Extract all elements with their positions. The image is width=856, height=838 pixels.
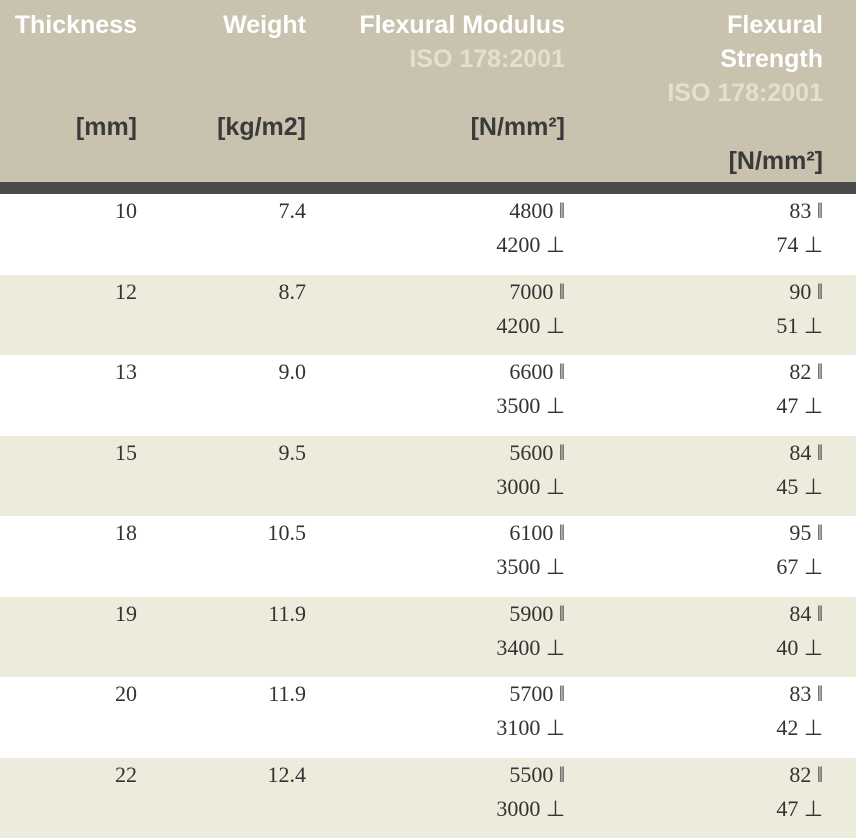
weight-cell: 7.4: [278, 198, 307, 223]
weight-cell: 10.5: [267, 520, 307, 545]
strength-cell: 84 ‖: [789, 439, 823, 465]
thickness-cell: 18: [115, 520, 137, 545]
table-row: 12 8.7 7000 ‖ 4200 ⊥ 90 ‖ 51 ⊥: [0, 274, 856, 356]
strength-cell: 67 ⊥: [776, 554, 823, 579]
modulus-cell: 4800 ‖: [509, 198, 565, 223]
column-unit: [N/mm²]: [470, 113, 565, 141]
thickness-cell: 15: [115, 439, 137, 465]
strength-cell: 82 ‖: [789, 761, 823, 787]
column-title: Weight: [223, 11, 306, 39]
thickness-cell: 13: [115, 359, 137, 384]
modulus-cell: 6600 ‖: [509, 359, 565, 384]
strength-cell: 74 ⊥: [776, 232, 823, 257]
column-unit: [N/mm²]: [728, 147, 823, 175]
table-row: 20 11.9 5700 ‖ 3100 ⊥ 83 ‖ 42 ⊥: [0, 677, 856, 758]
strength-cell: 42 ⊥: [776, 715, 823, 740]
strength-cell: 47 ⊥: [776, 393, 823, 418]
modulus-cell: 5700 ‖: [509, 681, 565, 706]
column-unit: [kg/m2]: [217, 113, 306, 141]
weight-cell: 11.9: [268, 600, 306, 626]
weight-cell: 8.7: [278, 278, 307, 304]
modulus-cell: 3400 ⊥: [496, 634, 565, 660]
table-row: 13 9.0 6600 ‖ 3500 ⊥ 82 ‖ 47 ⊥: [0, 355, 856, 436]
table-row: 22 12.4 5500 ‖ 3000 ⊥ 82 ‖ 47 ⊥: [0, 757, 856, 838]
modulus-cell: 3500 ⊥: [496, 554, 565, 579]
header-divider: [0, 182, 856, 194]
weight-cell: 9.0: [278, 359, 307, 384]
modulus-cell: 7000 ‖: [509, 278, 565, 304]
column-standard: ISO 178:2001: [409, 45, 565, 73]
strength-cell: 83 ‖: [789, 681, 823, 706]
weight-cell: 12.4: [267, 761, 307, 787]
modulus-cell: 4200 ⊥: [496, 232, 565, 257]
strength-cell: 82 ‖: [789, 359, 823, 384]
strength-cell: 51 ⊥: [776, 312, 823, 338]
weight-cell: 9.5: [278, 439, 307, 465]
column-title: Flexural Modulus: [359, 11, 565, 39]
strength-cell: 45 ⊥: [776, 473, 823, 499]
strength-cell: 47 ⊥: [776, 795, 823, 821]
modulus-cell: 5900 ‖: [509, 600, 565, 626]
strength-cell: 84 ‖: [789, 600, 823, 626]
column-unit: [mm]: [75, 113, 137, 141]
thickness-cell: 22: [115, 761, 137, 787]
column-title: Thickness: [14, 11, 137, 39]
column-title: Flexural Strength: [720, 11, 823, 73]
modulus-cell: 4200 ⊥: [496, 312, 565, 338]
table-row: 15 9.5 5600 ‖ 3000 ⊥ 84 ‖ 45 ⊥: [0, 435, 856, 517]
table-row: 10 7.4 4800 ‖ 4200 ⊥ 83 ‖ 74 ⊥: [0, 194, 856, 275]
table-row: 19 11.9 5900 ‖ 3400 ⊥ 84 ‖ 40 ⊥: [0, 596, 856, 678]
modulus-cell: 3500 ⊥: [496, 393, 565, 418]
thickness-cell: 19: [115, 600, 137, 626]
table-row: 18 10.5 6100 ‖ 3500 ⊥ 95 ‖ 67 ⊥: [0, 516, 856, 597]
modulus-cell: 5500 ‖: [509, 761, 565, 787]
header-background: [0, 0, 856, 182]
modulus-cell: 3000 ⊥: [496, 795, 565, 821]
modulus-cell: 3000 ⊥: [496, 473, 565, 499]
modulus-cell: 5600 ‖: [509, 439, 565, 465]
strength-cell: 83 ‖: [789, 198, 823, 223]
strength-cell: 40 ⊥: [776, 634, 823, 660]
strength-cell: 90 ‖: [789, 278, 823, 304]
column-standard: ISO 178:2001: [667, 79, 823, 107]
strength-cell: 95 ‖: [789, 520, 823, 545]
thickness-cell: 10: [115, 198, 137, 223]
thickness-cell: 20: [115, 681, 137, 706]
thickness-cell: 12: [115, 278, 137, 304]
modulus-cell: 3100 ⊥: [496, 715, 565, 740]
weight-cell: 11.9: [268, 681, 306, 706]
modulus-cell: 6100 ‖: [509, 520, 565, 545]
